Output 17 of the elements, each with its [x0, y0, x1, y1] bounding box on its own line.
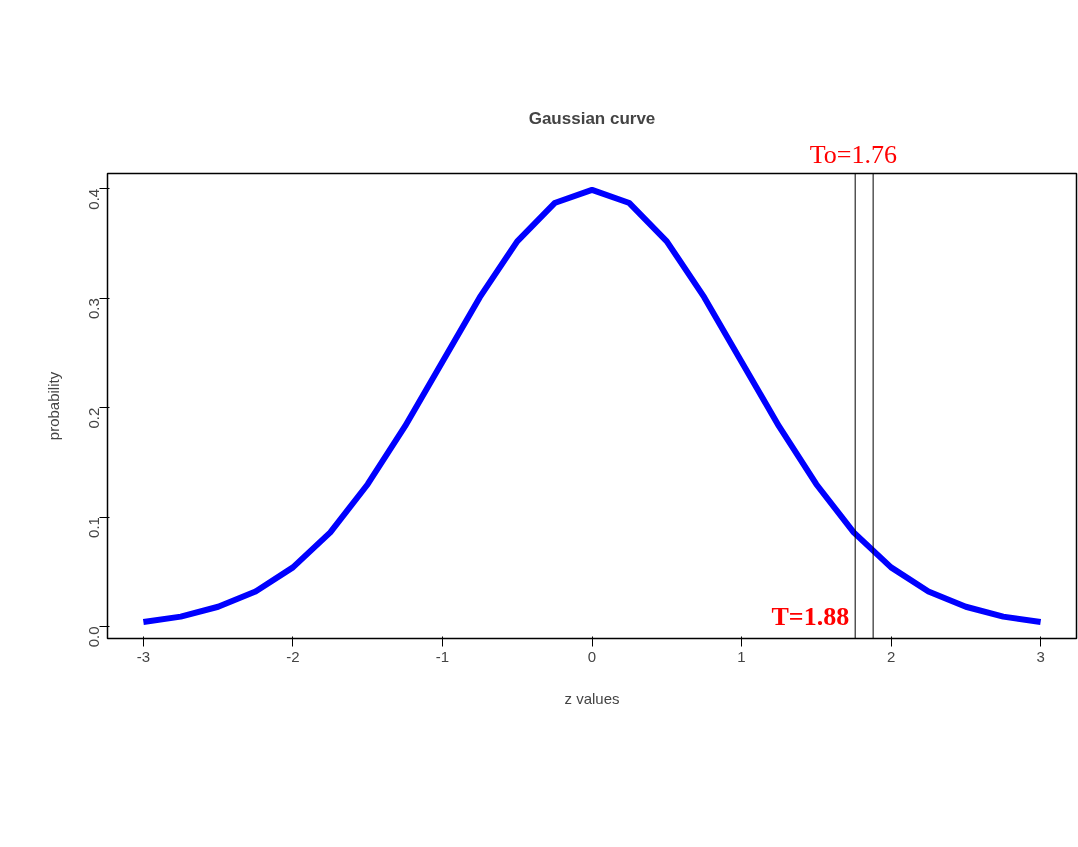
- x-tick-label: -1: [435, 647, 450, 665]
- ref-line-label: To=1.76: [809, 139, 897, 169]
- y-axis-title: probability: [44, 371, 62, 441]
- x-tick-label: 2: [886, 647, 896, 665]
- x-tick-label: -3: [136, 647, 151, 665]
- y-tick-label: 0.1: [85, 517, 103, 538]
- x-tick-label: 0: [587, 647, 597, 665]
- x-tick-label: -2: [286, 647, 300, 665]
- y-tick-label: 0.4: [85, 188, 103, 210]
- chart-title: Gaussian curve: [528, 108, 656, 128]
- x-axis-title: z values: [564, 689, 620, 707]
- ref-line-label: T=1.88: [771, 601, 850, 631]
- y-tick-label: 0.0: [85, 626, 103, 648]
- x-tick-label: 3: [1036, 647, 1045, 665]
- y-tick-label: 0.2: [85, 407, 103, 429]
- x-tick-label: 1: [737, 647, 746, 665]
- y-tick-label: 0.3: [85, 298, 103, 320]
